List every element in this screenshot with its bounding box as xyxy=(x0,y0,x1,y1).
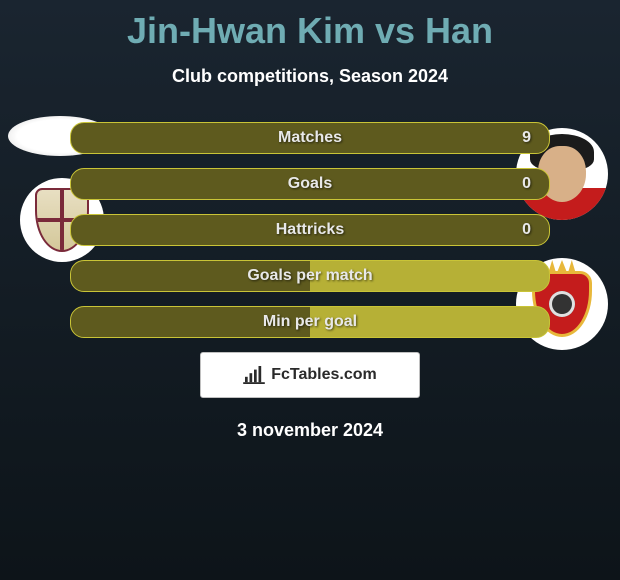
stat-row-hattricks: Hattricks 0 xyxy=(70,214,550,246)
brand-badge: FcTables.com xyxy=(200,352,420,398)
subtitle: Club competitions, Season 2024 xyxy=(0,66,620,87)
stat-row-matches: Matches 9 xyxy=(70,122,550,154)
stat-label: Hattricks xyxy=(276,221,344,239)
stat-label: Goals xyxy=(288,175,332,193)
date-text: 3 november 2024 xyxy=(70,420,550,441)
page-title: Jin-Hwan Kim vs Han xyxy=(0,0,620,52)
stat-row-min-per-goal: Min per goal xyxy=(70,306,550,338)
brand-text: FcTables.com xyxy=(271,366,377,384)
stat-row-goals: Goals 0 xyxy=(70,168,550,200)
stat-row-goals-per-match: Goals per match xyxy=(70,260,550,292)
stat-value-right: 0 xyxy=(522,175,531,193)
stat-label: Matches xyxy=(278,129,342,147)
bar-chart-icon xyxy=(243,366,265,384)
stat-label: Min per goal xyxy=(263,313,357,331)
stat-value-right: 9 xyxy=(522,129,531,147)
crown-icon xyxy=(548,260,576,274)
stats-panel: Matches 9 Goals 0 Hattricks 0 Goals per … xyxy=(70,122,550,441)
stat-value-right: 0 xyxy=(522,221,531,239)
stat-label: Goals per match xyxy=(247,267,372,285)
ball-icon xyxy=(549,291,575,317)
